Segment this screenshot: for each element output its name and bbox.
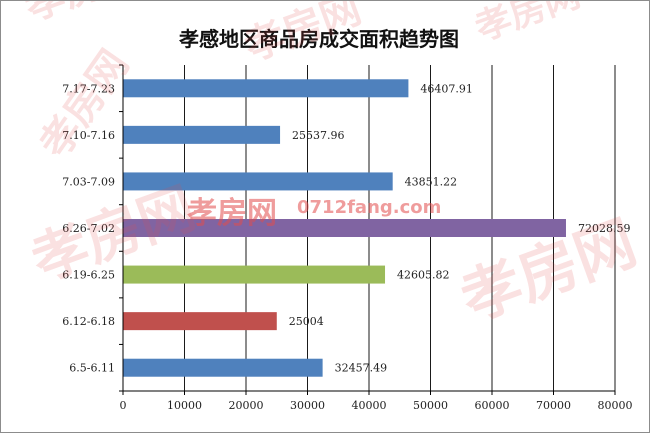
watermark: 孝房网孝房网孝房网孝房网孝房网孝房网孝房网0712fang.com bbox=[19, 1, 646, 335]
category-label-7.17-7.23: 7.17-7.23 bbox=[62, 82, 115, 95]
x-tick-label-70000: 70000 bbox=[536, 399, 571, 412]
category-label-7.10-7.16: 7.10-7.16 bbox=[62, 129, 115, 142]
watermark-brand-1: 孝房网 bbox=[239, 1, 367, 70]
bar-7.17-7.23 bbox=[123, 79, 409, 98]
category-label-6.12-6.18: 6.12-6.18 bbox=[62, 315, 115, 328]
bar-6.19-6.25 bbox=[123, 265, 386, 284]
category-label-6.19-6.25: 6.19-6.25 bbox=[62, 269, 115, 282]
data-label-6.26-7.02: 72028.59 bbox=[578, 222, 631, 235]
category-label-6.26-7.02: 6.26-7.02 bbox=[62, 222, 115, 235]
x-tick-label-60000: 60000 bbox=[475, 399, 510, 412]
category-label-7.03-7.09: 7.03-7.09 bbox=[62, 175, 115, 188]
bar-6.5-6.11 bbox=[123, 358, 323, 377]
data-label-6.12-6.18: 25004 bbox=[289, 315, 324, 328]
labels: 0 10000 20000 30000 40000 50000 60000 70000 8000… bbox=[62, 82, 632, 412]
data-label-6.19-6.25: 42605.82 bbox=[397, 269, 450, 282]
bar-7.10-7.16 bbox=[123, 125, 281, 144]
x-tick-label-0: 0 bbox=[120, 399, 127, 412]
watermark-brand-5: 孝房网 bbox=[32, 42, 139, 167]
watermark-center-brand: 孝房网 bbox=[187, 196, 277, 231]
data-label-7.17-7.23: 46407.91 bbox=[420, 82, 473, 95]
x-tick-label-10000: 10000 bbox=[167, 399, 202, 412]
watermark-center: 孝房网 0712fang.com bbox=[187, 196, 441, 231]
data-label-7.03-7.09: 43851.22 bbox=[405, 175, 458, 188]
bar-7.03-7.09 bbox=[123, 172, 393, 191]
x-tick-label-50000: 50000 bbox=[413, 399, 448, 412]
watermark-brand-4: 孝房网 bbox=[470, 1, 586, 49]
watermark-center-site: 0712fang.com bbox=[297, 197, 441, 218]
bar-6.12-6.18 bbox=[123, 312, 277, 331]
bars bbox=[123, 79, 566, 377]
x-tick-label-30000: 30000 bbox=[290, 399, 325, 412]
x-tick-label-20000: 20000 bbox=[229, 399, 264, 412]
bar-6.26-7.02 bbox=[123, 219, 566, 237]
x-tick-label-40000: 40000 bbox=[352, 399, 387, 412]
axes bbox=[119, 64, 616, 395]
chart-title: 孝感地区商品房成交面积趋势图 bbox=[178, 27, 459, 51]
watermark-brand-0: 孝房网 bbox=[19, 1, 147, 30]
x-tick-label-80000: 80000 bbox=[598, 399, 633, 412]
data-label-6.5-6.11: 32457.49 bbox=[335, 362, 388, 375]
category-label-6.5-6.11: 6.5-6.11 bbox=[69, 362, 115, 375]
data-label-7.10-7.16: 25537.96 bbox=[292, 129, 345, 142]
